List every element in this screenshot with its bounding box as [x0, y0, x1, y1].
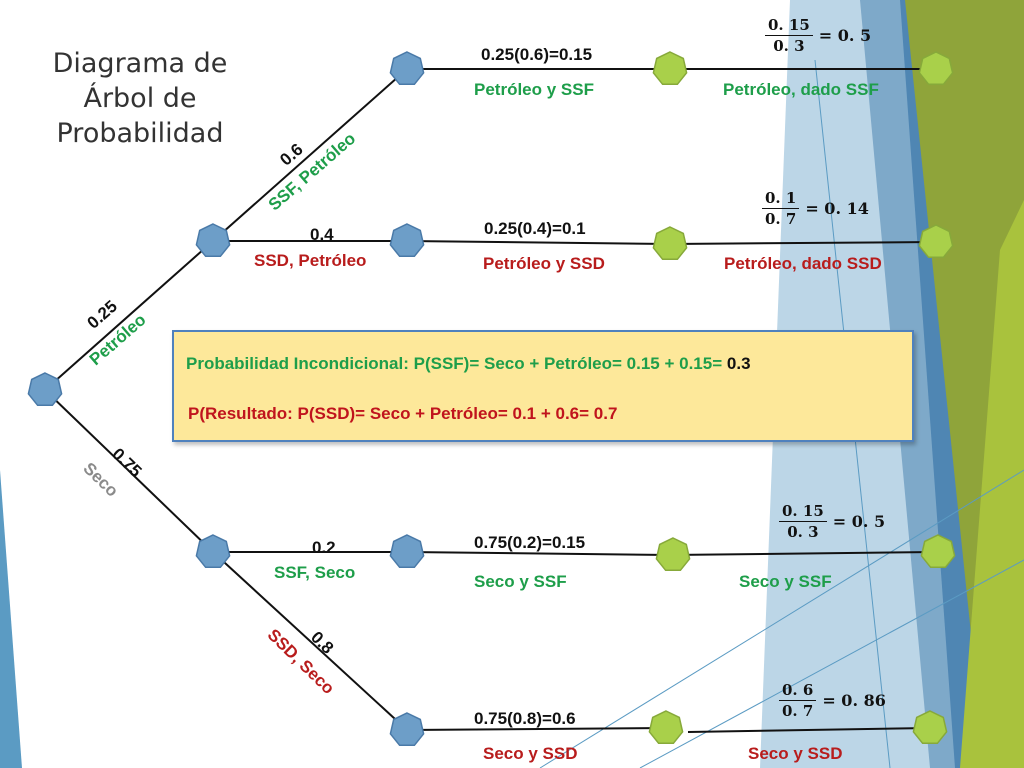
- joint-label-4: Seco y SSD: [483, 744, 578, 763]
- fraction-numerator: 0. 15: [779, 503, 827, 522]
- fraction-denominator: 0. 7: [782, 702, 814, 720]
- joint-label-1: Petróleo y SSF: [474, 80, 594, 99]
- joint-calc-4: 0.75(0.8)=0.6: [474, 709, 576, 728]
- joint-label-2: Petróleo y SSD: [483, 254, 605, 273]
- posterior-node-4: [912, 710, 948, 745]
- summary-line-ssf: Probabilidad Incondicional: P(SSF)= Seco…: [186, 354, 751, 374]
- joint-node-4: [648, 710, 684, 745]
- fraction-result: = 0. 5: [818, 26, 872, 45]
- decor-line-2: [639, 559, 1024, 768]
- ssf-seco-node: [389, 534, 425, 569]
- joint-calc-3: 0.75(0.2)=0.15: [474, 533, 586, 552]
- left-decor-triangle: [0, 470, 22, 768]
- fraction-denominator: 0. 3: [773, 37, 805, 55]
- branch-label-ssd-petroleo: SSD, Petróleo: [254, 251, 367, 270]
- fraction-result: = 0. 14: [805, 199, 869, 218]
- joint-node-2: [652, 226, 688, 261]
- summary-line-ssd: P(Resultado: P(SSD)= Seco + Petróleo= 0.…: [188, 404, 618, 423]
- joint-calc-2: 0.25(0.4)=0.1: [484, 219, 586, 238]
- branch-prob-ssd-petroleo: 0.4: [310, 225, 334, 244]
- tree-branches: [44, 68, 937, 733]
- fraction-denominator: 0. 3: [787, 523, 819, 541]
- posterior-node-2: [918, 224, 954, 259]
- summary-ssf-answer: 0.3: [726, 354, 751, 373]
- posterior-node-3: [920, 534, 956, 569]
- right-decor-green: [960, 200, 1024, 768]
- fraction-result: = 0. 5: [832, 512, 886, 531]
- joint-node-1: [652, 51, 688, 86]
- posterior-label-1: Petróleo, dado SSF: [723, 80, 879, 99]
- branch-label-ssf-seco: SSF, Seco: [274, 563, 356, 582]
- ssd-petroleo-node: [389, 223, 425, 258]
- branch-prob-ssf-seco: 0.2: [312, 538, 336, 557]
- root-node: [27, 372, 63, 407]
- joint-node-3: [655, 537, 691, 572]
- fraction-numerator: 0. 15: [765, 17, 813, 36]
- seco-node: [195, 534, 231, 569]
- page-title: Diagrama de Árbol de Probabilidad: [52, 48, 228, 149]
- joint-label-3: Seco y SSF: [474, 572, 567, 591]
- posterior-label-4: Seco y SSD: [748, 744, 843, 763]
- summary-box: Probabilidad Incondicional: P(SSF)= Seco…: [172, 330, 914, 442]
- posterior-fraction-2: 0. 1 0. 7 = 0. 14: [762, 190, 869, 227]
- posterior-fraction-4: 0. 6 0. 7 = 0. 86: [779, 682, 886, 719]
- summary-ssf-text: Probabilidad Incondicional: P(SSF)= Seco…: [186, 354, 723, 373]
- posterior-node-1: [918, 51, 954, 86]
- fraction-numerator: 0. 1: [762, 190, 800, 209]
- decor-line-1: [539, 469, 1024, 768]
- posterior-label-2: Petróleo, dado SSD: [724, 254, 882, 273]
- posterior-fraction-3: 0. 15 0. 3 = 0. 5: [779, 503, 885, 540]
- fraction-numerator: 0. 6: [779, 682, 817, 701]
- ssf-petroleo-node: [389, 51, 425, 86]
- joint-calc-1: 0.25(0.6)=0.15: [481, 45, 593, 64]
- posterior-label-3: Seco y SSF: [739, 572, 832, 591]
- ssd-seco-node: [389, 712, 425, 747]
- posterior-fraction-1: 0. 15 0. 3 = 0. 5: [765, 17, 871, 54]
- petroleo-node: [195, 223, 231, 258]
- fraction-result: = 0. 86: [822, 691, 886, 710]
- fraction-denominator: 0. 7: [765, 210, 797, 228]
